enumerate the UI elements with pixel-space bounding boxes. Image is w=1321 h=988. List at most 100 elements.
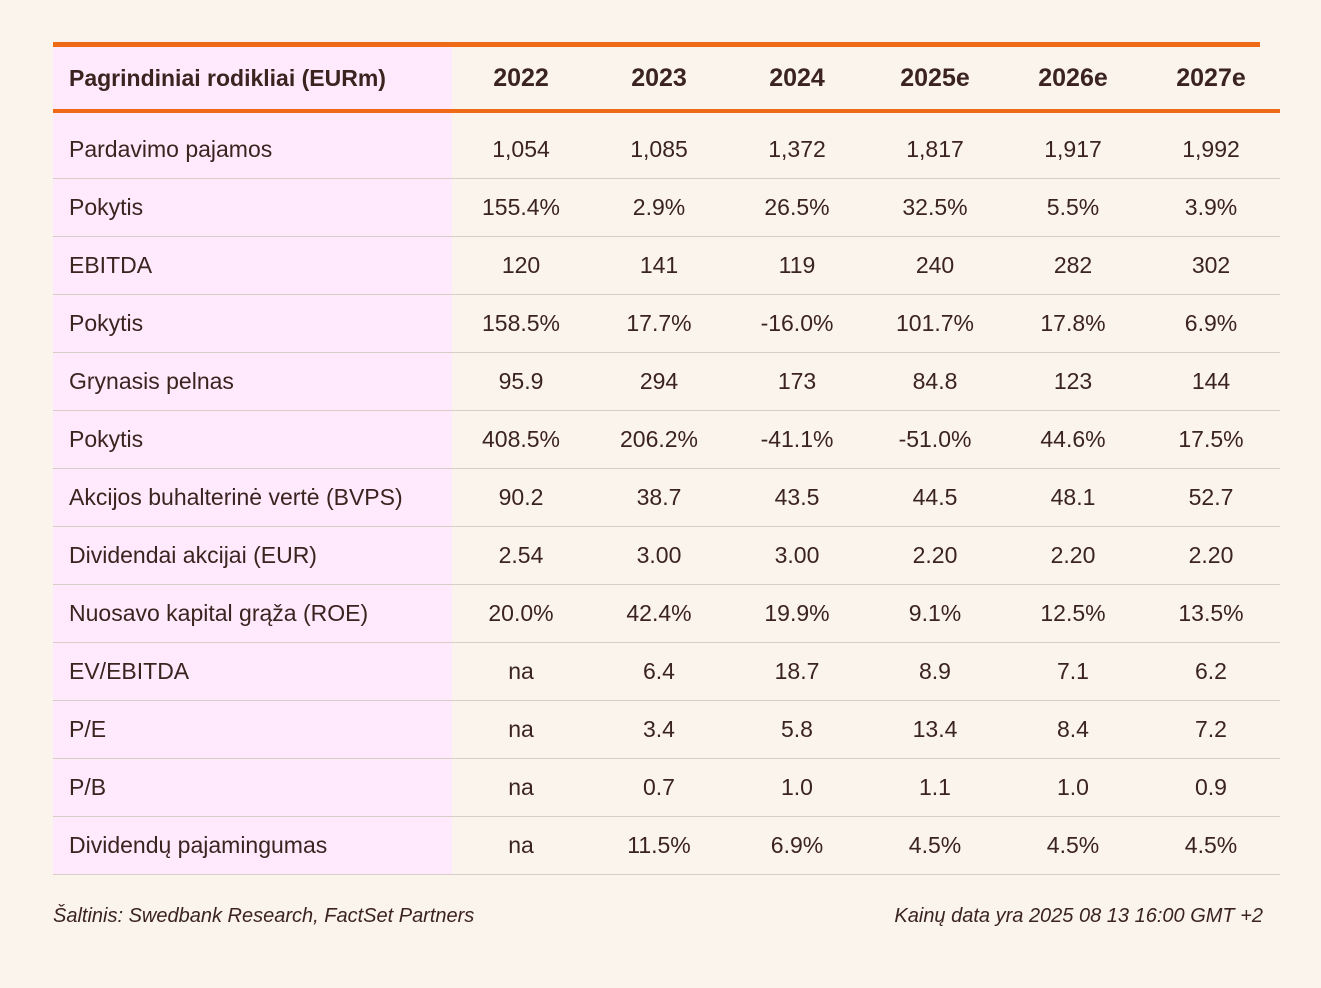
row-label: Dividendų pajamingumas [53,816,452,875]
table-cell: 9.1% [866,584,1004,643]
table-cell: 17.5% [1142,410,1280,469]
table-cell: 95.9 [452,352,590,411]
table-cell: 5.5% [1004,178,1142,237]
table-cell: 6.9% [728,816,866,875]
table-cell: 90.2 [452,468,590,527]
table-cell: 158.5% [452,294,590,353]
table-cell: 101.7% [866,294,1004,353]
table-cell: 123 [1004,352,1142,411]
table-cell: 2.20 [866,526,1004,585]
table-cell: 1,372 [728,121,866,179]
table-cell: 3.00 [590,526,728,585]
table-cell: 408.5% [452,410,590,469]
table-cell: 1.0 [728,758,866,817]
table-cell: 3.00 [728,526,866,585]
table-row: Nuosavo kapital grąža (ROE) 20.0% 42.4% 19.… [53,584,1280,643]
table-cell: 4.5% [866,816,1004,875]
table-cell: 48.1 [1004,468,1142,527]
row-label: P/E [53,700,452,759]
table-row: EV/EBITDA na 6.4 18.7 8.9 7.1 6.2 [53,642,1280,701]
table-row: Grynasis pelnas 95.9 294 173 84.8 123 144 [53,352,1280,411]
row-label: Pardavimo pajamos [53,121,452,179]
table-cell: 2.20 [1142,526,1280,585]
table-cell: 2.9% [590,178,728,237]
table-cell: na [452,758,590,817]
table-cell: 44.5 [866,468,1004,527]
row-label: Nuosavo kapital grąža (ROE) [53,584,452,643]
year-header: 2026e [1038,63,1108,92]
table-cell: 8.4 [1004,700,1142,759]
table-cell: 26.5% [728,178,866,237]
table-body: Pardavimo pajamos 1,054 1,085 1,372 1,817 1,9… [53,113,1280,875]
table-cell: 13.5% [1142,584,1280,643]
row-label: EBITDA [53,236,452,295]
table-cell: 240 [866,236,1004,295]
table-row: P/B na 0.7 1.0 1.1 1.0 0.9 [53,758,1280,817]
table-cell: 155.4% [452,178,590,237]
table-cell: 3.4 [590,700,728,759]
table-row: Pardavimo pajamos 1,054 1,085 1,372 1,817 1,9… [53,121,1280,179]
table-cell: 2.54 [452,526,590,585]
table-cell: 1,992 [1142,121,1280,179]
table-cell: 7.2 [1142,700,1280,759]
table-cell: 44.6% [1004,410,1142,469]
table-cell: 4.5% [1004,816,1142,875]
table-cell: 0.7 [590,758,728,817]
table-row: EBITDA 120 141 119 240 282 302 [53,236,1280,295]
row-label: Pokytis [53,294,452,353]
table-cell: 120 [452,236,590,295]
table-cell: 5.8 [728,700,866,759]
table-cell: 84.8 [866,352,1004,411]
table-row: Dividendų pajamingumas na 11.5% 6.9% 4.5% 4.5… [53,816,1280,875]
table-cell: 6.4 [590,642,728,701]
table-cell: 38.7 [590,468,728,527]
table-cell: 6.2 [1142,642,1280,701]
table-cell: 1,817 [866,121,1004,179]
table-cell: 52.7 [1142,468,1280,527]
source-note: Šaltinis: Swedbank Research, FactSet Par… [53,905,475,927]
table-row: Pokytis 155.4% 2.9% 26.5% 32.5% 5.5% 3.9% [53,178,1280,237]
table-row: Akcijos buhalterinė vertė (BVPS) 90.2 38.7… [53,468,1280,527]
table-cell: 294 [590,352,728,411]
table-cell: 3.9% [1142,178,1280,237]
table-cell: 43.5 [728,468,866,527]
table-cell: 1,917 [1004,121,1142,179]
table-cell: 11.5% [590,816,728,875]
table-cell: 18.7 [728,642,866,701]
table-cell: na [452,642,590,701]
table-cell: 282 [1004,236,1142,295]
table-cell: -51.0% [866,410,1004,469]
row-label: Grynasis pelnas [53,352,452,411]
table-cell: 302 [1142,236,1280,295]
table-cell: 17.7% [590,294,728,353]
table-cell: 20.0% [452,584,590,643]
table-row: P/E na 3.4 5.8 13.4 8.4 7.2 [53,700,1280,759]
year-header: 2027e [1176,63,1246,92]
table-cell: 206.2% [590,410,728,469]
year-header: 2025e [900,63,970,92]
spacer-row [53,113,1280,121]
key-figures-table-container: Pagrindiniai rodikliai (EURm) 2022 2023 … [53,42,1280,875]
table-cell: na [452,700,590,759]
table-cell: -41.1% [728,410,866,469]
header-rule [53,109,1280,113]
table-cell: 7.1 [1004,642,1142,701]
table-row: Dividendai akcijai (EUR) 2.54 3.00 3.00 2.20… [53,526,1280,585]
table-cell: 0.9 [1142,758,1280,817]
table-cell: 1,085 [590,121,728,179]
table-cell: 1,054 [452,121,590,179]
table-cell: 8.9 [866,642,1004,701]
header-row: Pagrindiniai rodikliai (EURm) 2022 2023 … [53,47,1280,109]
table-cell: 119 [728,236,866,295]
table-cell: 12.5% [1004,584,1142,643]
price-date-note: Kainų data yra 2025 08 13 16:00 GMT +2 [894,905,1263,927]
year-header: 2024 [769,63,825,92]
table-cell: 173 [728,352,866,411]
header-label: Pagrindiniai rodikliai (EURm) [53,47,452,109]
table-cell: 144 [1142,352,1280,411]
table-cell: -16.0% [728,294,866,353]
table-cell: 6.9% [1142,294,1280,353]
table-cell: na [452,816,590,875]
table-cell: 1.0 [1004,758,1142,817]
table-cell: 19.9% [728,584,866,643]
